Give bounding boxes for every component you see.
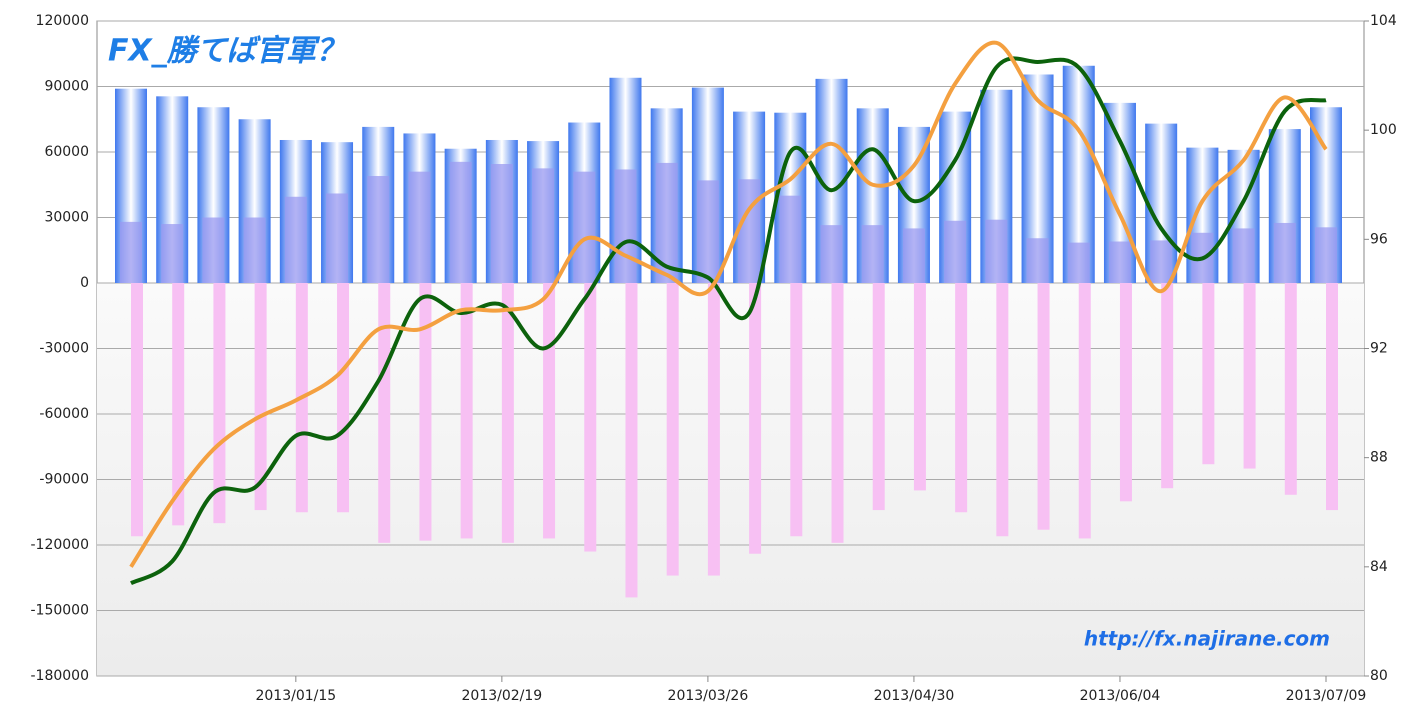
bar — [202, 217, 225, 283]
bar — [707, 283, 720, 576]
bar — [749, 283, 762, 554]
y2-tick-label: 100 — [1370, 122, 1397, 138]
y2-tick-label: 80 — [1370, 668, 1388, 684]
y-tick-label: -150000 — [31, 603, 90, 619]
bar — [1273, 222, 1296, 283]
chart-title: FX_勝てば官軍？ — [108, 34, 346, 69]
bar — [161, 224, 184, 283]
bar — [1326, 283, 1338, 511]
bar — [378, 283, 391, 543]
bar — [254, 283, 267, 511]
bar — [985, 219, 1008, 283]
bar — [326, 193, 349, 283]
bar — [532, 168, 555, 283]
bar — [1243, 283, 1256, 469]
bar — [543, 283, 556, 539]
bar — [1078, 283, 1091, 539]
y2-tick-label: 104 — [1370, 13, 1397, 29]
line — [129, 40, 1328, 568]
bar — [944, 220, 967, 283]
y-tick-label: 0 — [80, 275, 89, 291]
y-tick-label: 30000 — [44, 210, 89, 226]
bar — [243, 217, 266, 283]
bar — [872, 283, 885, 511]
y-tick-label: 90000 — [44, 79, 89, 95]
bar — [790, 283, 803, 537]
bar — [779, 195, 802, 283]
y2-tick-label: 96 — [1370, 231, 1388, 247]
bar — [131, 283, 143, 537]
x-tick-label: 2013/02/19 — [462, 688, 543, 704]
bar — [1037, 283, 1050, 530]
bar — [284, 196, 307, 283]
bar — [408, 171, 431, 283]
x-tick-label: 2013/04/30 — [874, 688, 955, 704]
bar — [1202, 283, 1215, 465]
bar — [172, 283, 185, 526]
y-tick-label: 120000 — [36, 13, 89, 29]
bar — [1067, 242, 1090, 283]
bar — [1161, 283, 1174, 489]
y-tick-label: -90000 — [39, 472, 89, 488]
bar — [738, 179, 761, 283]
bar — [1026, 238, 1049, 283]
bar — [419, 283, 432, 541]
bar — [913, 283, 926, 491]
bar — [1232, 228, 1255, 283]
y2-tick-label: 92 — [1370, 341, 1388, 357]
bar — [120, 221, 142, 283]
bar — [696, 180, 719, 283]
bar — [1119, 283, 1132, 502]
bar — [625, 283, 638, 598]
bar — [213, 283, 226, 524]
bar — [614, 169, 637, 283]
y2-tick-label: 84 — [1370, 559, 1388, 575]
bar — [449, 161, 472, 283]
x-tick-label: 2013/06/04 — [1080, 688, 1161, 704]
bar — [460, 283, 473, 539]
y-tick-label: -30000 — [39, 341, 89, 357]
bar — [501, 283, 514, 543]
bar — [1108, 241, 1131, 283]
watermark: http://fx.najirane.com — [1084, 627, 1330, 651]
y-tick-label: -180000 — [31, 668, 90, 684]
bar — [1150, 240, 1173, 283]
bar — [573, 171, 596, 283]
bar — [1315, 227, 1337, 283]
bar — [666, 283, 679, 576]
bar — [367, 176, 390, 283]
bar — [902, 228, 925, 283]
x-tick-label: 2013/03/26 — [668, 688, 749, 704]
bar — [861, 225, 884, 283]
bar — [831, 283, 844, 543]
bar — [584, 283, 597, 552]
bar — [1284, 283, 1297, 495]
bar — [655, 162, 678, 283]
x-tick-label: 2013/07/09 — [1286, 688, 1367, 704]
y-tick-label: 60000 — [44, 144, 89, 160]
y2-tick-label: 88 — [1370, 450, 1388, 466]
bar — [490, 164, 513, 283]
bar — [955, 283, 968, 513]
bar — [337, 283, 350, 513]
bar — [820, 225, 843, 283]
y-tick-label: -120000 — [31, 537, 90, 553]
x-tick-label: 2013/01/15 — [255, 688, 336, 704]
line — [130, 56, 1327, 586]
y-tick-label: -60000 — [39, 406, 89, 422]
bar — [996, 283, 1009, 537]
